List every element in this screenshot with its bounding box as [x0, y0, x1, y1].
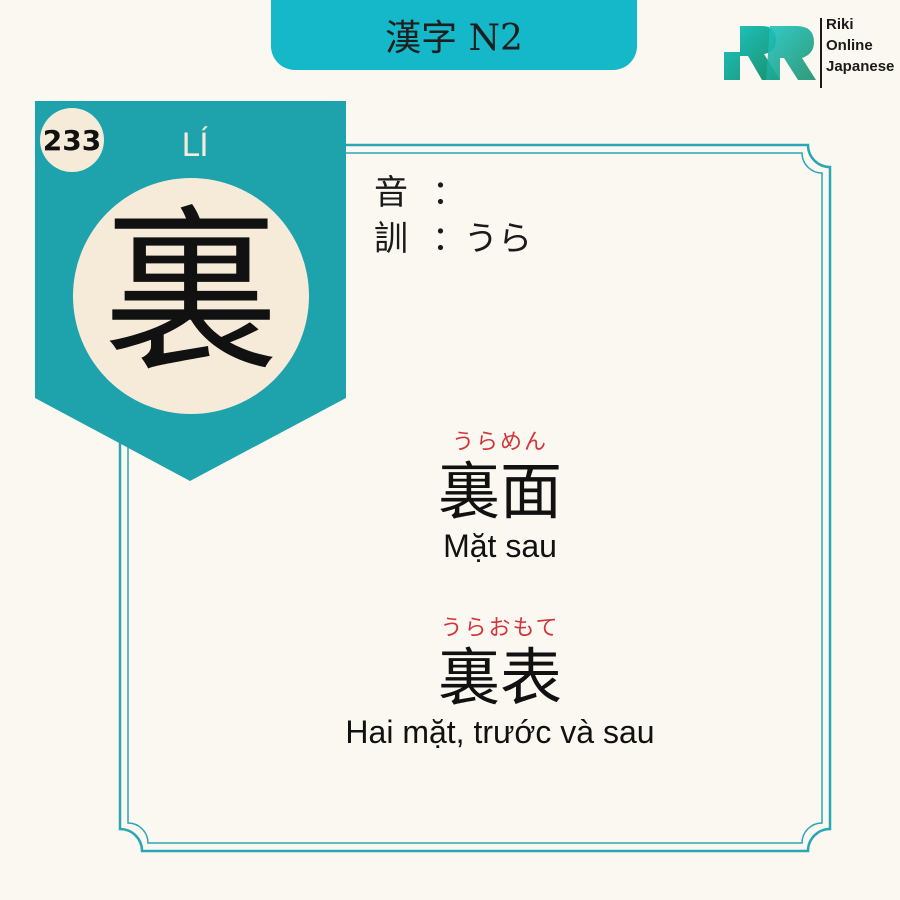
vocab-word: 裏表 — [437, 641, 562, 714]
kanji-circle: 裏 — [73, 178, 309, 414]
riki-logo-icon — [724, 18, 822, 88]
logo-text-line: Japanese — [826, 58, 895, 75]
vocab-item: うらめん 裏面 Mặt sau — [300, 424, 700, 564]
main-kanji: 裏 — [102, 190, 279, 395]
vocab-meaning: Mặt sau — [443, 528, 557, 564]
readings-block: 音 ： 訓 ： うら — [374, 170, 532, 262]
kanji-number: 233 — [42, 123, 102, 157]
vocab-furigana: うらめん — [451, 430, 548, 455]
kanji-number-badge: 233 — [40, 108, 104, 172]
separator: ： — [432, 219, 466, 259]
kun-label: 訓 — [374, 219, 408, 259]
header-title-tab: 漢字 N2 — [271, 0, 637, 70]
on-reading-row: 音 ： — [374, 170, 532, 216]
logo-text-line: Online — [826, 37, 873, 54]
kun-reading-row: 訓 ： うら — [374, 216, 532, 262]
separator: ： — [432, 173, 466, 213]
logo-text-line: Riki — [826, 16, 854, 33]
logo-text: Riki Online Japanese — [826, 14, 894, 77]
vocab-meaning: Hai mặt, trước và sau — [345, 714, 655, 750]
vocab-word: 裏面 — [437, 455, 562, 528]
han-viet-reading: LÍ — [181, 126, 209, 164]
kun-reading: うら — [464, 219, 532, 259]
on-label: 音 — [374, 173, 408, 213]
vocab-furigana: うらおもて — [440, 616, 560, 641]
vocab-item: うらおもて 裏表 Hai mặt, trước và sau — [300, 610, 700, 750]
header-title: 漢字 N2 — [385, 18, 523, 59]
